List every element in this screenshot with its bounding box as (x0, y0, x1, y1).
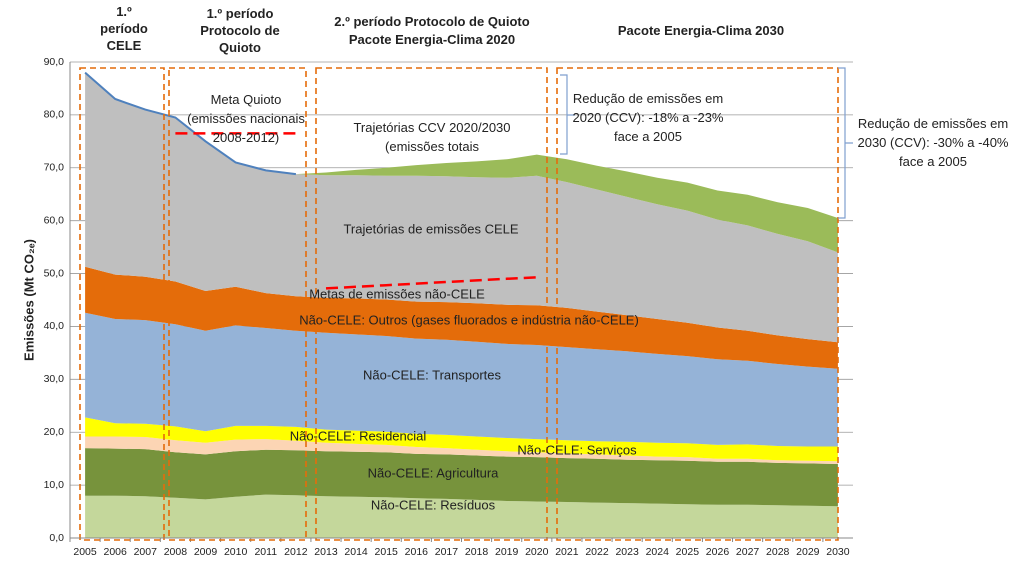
area (85, 436, 838, 464)
period-box (168, 67, 307, 541)
series-label: Não-CELE: Agricultura (368, 465, 500, 480)
x-tick-label: 2012 (284, 546, 308, 558)
period-header: 1.º período Protocolo de Quioto (200, 6, 279, 55)
annotation-line: face a 2005 (614, 129, 682, 144)
period-header-line: 1.º período (207, 6, 274, 21)
area (85, 72, 838, 343)
period-boxes (79, 67, 853, 541)
y-tick-label: 10,0 (44, 479, 65, 491)
y-tick-label: 70,0 (44, 162, 65, 174)
period-header-line: Pacote Energia-Clima 2030 (618, 23, 784, 38)
x-tick-label: 2006 (103, 546, 127, 558)
x-tick-label: 2029 (796, 546, 820, 558)
y-tick-label: 80,0 (44, 109, 65, 121)
annotation-line: Redução de emissões em (573, 91, 723, 106)
x-tick-label: 2010 (224, 546, 248, 558)
series-label: Trajetórias CCV 2020/2030 (emissões totai… (353, 120, 510, 154)
x-tick-label: 2019 (495, 546, 519, 558)
x-tick-label: 2007 (134, 546, 158, 558)
series-label: Trajetórias de emissões CELE (343, 221, 518, 236)
period-header-line: 1.º (116, 4, 132, 19)
x-tick-label: 2026 (706, 546, 730, 558)
area (85, 266, 838, 369)
y-tick-label: 60,0 (44, 214, 65, 226)
line-label-line: Meta Quioto (211, 92, 282, 107)
y-tick-label: 0,0 (49, 532, 64, 544)
period-box (315, 67, 548, 541)
brace (560, 74, 575, 155)
x-tick-label: 2022 (585, 546, 609, 558)
period-header-line: CELE (107, 38, 142, 53)
area (85, 417, 838, 462)
period-box (556, 67, 839, 541)
x-tick-label: 2027 (736, 546, 760, 558)
annotation: Redução de emissões em 2030 (CCV): -30% a… (857, 116, 1008, 169)
line (84, 71, 297, 176)
x-tick-label: 2018 (465, 546, 489, 558)
annotation: Redução de emissões em 2020 (CCV): -18% a… (572, 91, 723, 144)
x-tick-label: 2024 (646, 546, 670, 558)
series-label: Não-CELE: Residencial (290, 428, 427, 443)
x-tick-label: 2025 (676, 546, 700, 558)
lines (84, 71, 537, 290)
line-label: Meta Quioto (emissões nacionais 2008-2012) (187, 92, 305, 145)
y-tick-label: 20,0 (44, 426, 65, 438)
annotation-line: 2030 (CCV): -30% a -40% (857, 135, 1008, 150)
period-box (79, 67, 165, 541)
series-label: Não-CELE: Resíduos (371, 497, 496, 512)
area (85, 494, 838, 538)
line-label-line: 2008-2012) (213, 130, 280, 145)
areas (85, 72, 838, 538)
x-tick-label: 2005 (73, 546, 97, 558)
line-label: Metas de emissões não-CELE (309, 286, 485, 301)
x-tick-label: 2015 (375, 546, 399, 558)
x-tick-label: 2011 (254, 546, 277, 558)
annotation-line: 2020 (CCV): -18% a -23% (572, 110, 723, 125)
period-header: 1.º período CELE (100, 4, 148, 53)
y-axis-title: Emissões (Mt CO₂ₑ) (21, 239, 36, 361)
x-tick-label: 2030 (826, 546, 850, 558)
period-header: Pacote Energia-Clima 2030 (618, 23, 784, 38)
series-label-line: Trajetórias CCV 2020/2030 (353, 120, 510, 135)
period-header-line: 2.º período Protocolo de Quioto (334, 14, 529, 29)
period-header-line: Pacote Energia-Clima 2020 (349, 32, 515, 47)
x-tick-label: 2020 (525, 546, 549, 558)
y-tick-label: 50,0 (44, 267, 65, 279)
area (85, 312, 838, 447)
period-header-line: período (100, 21, 148, 36)
annotation-line: face a 2005 (899, 154, 967, 169)
y-tick-label: 90,0 (44, 56, 65, 68)
x-tick-label: 2009 (194, 546, 218, 558)
x-tick-label: 2017 (435, 546, 459, 558)
labels: 0,0 10,0 20,0 30,0 40,0 50,0 60,0 70,0 80,0 90,0 2… (21, 4, 1009, 557)
x-tick-label: 2013 (314, 546, 338, 558)
y-tick-label: 30,0 (44, 373, 65, 385)
x-tick-label: 2023 (615, 546, 639, 558)
series-label: Não-CELE: Outros (gases fluorados e indú… (299, 312, 639, 327)
annotation-line: Redução de emissões em (858, 116, 1008, 131)
y-tick-label: 40,0 (44, 320, 65, 332)
x-tick-label: 2014 (344, 546, 368, 558)
series-label: Não-CELE: Serviços (517, 442, 637, 457)
series-label-line: (emissões totais (385, 139, 479, 154)
brace (838, 67, 853, 219)
x-tick-label: 2016 (405, 546, 429, 558)
period-header-line: Quioto (219, 40, 261, 55)
area (295, 154, 838, 253)
period-header-line: Protocolo de (200, 23, 279, 38)
area (85, 448, 838, 507)
x-tick-label: 2021 (555, 546, 579, 558)
period-header: 2.º período Protocolo de Quioto Pacote En… (334, 14, 529, 47)
x-tick-label: 2028 (766, 546, 790, 558)
series-label: Não-CELE: Transportes (363, 367, 502, 382)
line-label-line: (emissões nacionais (187, 111, 305, 126)
x-tick-label: 2008 (164, 546, 188, 558)
